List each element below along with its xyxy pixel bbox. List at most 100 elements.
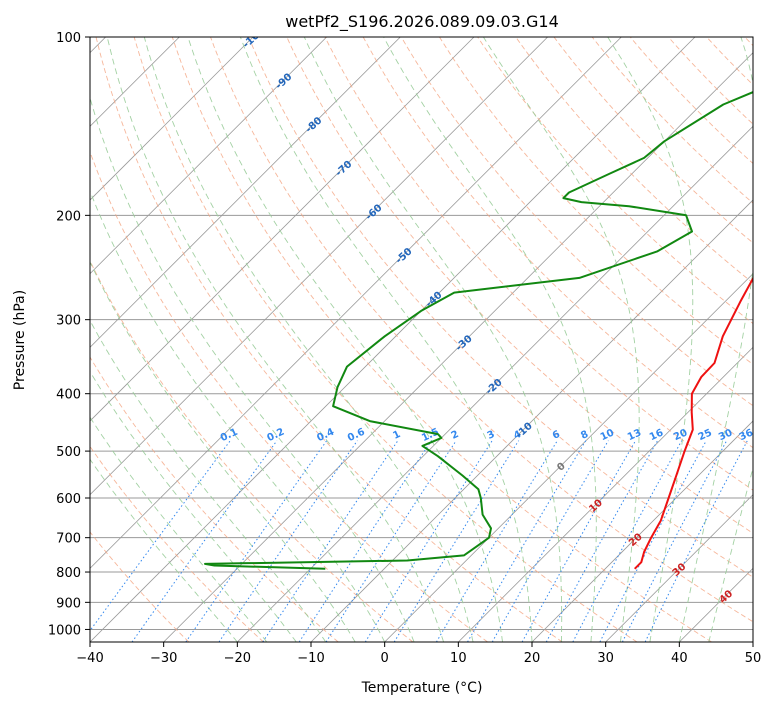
- y-tick-label: 700: [56, 532, 81, 547]
- x-tick-label: −40: [76, 651, 103, 666]
- moist-adiabat-line: [90, 416, 268, 642]
- axis-layer: −40 −30 −20 −10 0 10 20 30 40 5010020030040050060…: [48, 31, 761, 666]
- dry-adiabat-line: [706, 37, 753, 86]
- mixing-ratio-line: [131, 440, 278, 642]
- mixing-ratio-label: 0.6: [346, 427, 367, 444]
- isotherm-line: [679, 567, 753, 642]
- mixing-ratio-label: 36: [738, 427, 755, 443]
- moist-adiabat-line: [678, 37, 753, 642]
- isotherm-line: [90, 37, 696, 642]
- dry-adiabat-line: [439, 37, 753, 365]
- mixing-ratio-label: 6: [551, 429, 562, 442]
- temperature-profile-line: [633, 276, 753, 570]
- y-tick-label: 800: [56, 566, 81, 581]
- y-tick-label: 300: [56, 314, 81, 329]
- isotherm-line: [458, 346, 753, 642]
- data-layer: [204, 91, 753, 570]
- dry-adiabat-line: [553, 37, 753, 244]
- moist-adiabat-line: [90, 458, 238, 642]
- x-tick-label: −20: [224, 651, 251, 666]
- dry-adiabat-line: [477, 37, 753, 325]
- isotherm-line: [90, 37, 622, 569]
- moist-adiabat-line: [90, 190, 386, 642]
- mixing-ratio-line: [491, 440, 609, 642]
- x-tick-label: 40: [671, 651, 688, 666]
- dewpoint-profile-line: [204, 91, 753, 570]
- isotherm-line: [90, 37, 254, 201]
- mixing-ratio-line: [599, 440, 707, 642]
- isotherm-label: -50: [394, 246, 415, 266]
- mixing-ratio-label: 20: [672, 427, 689, 443]
- mixing-ratio-line: [467, 440, 587, 642]
- mixing-ratio-line: [325, 440, 457, 642]
- x-tick-label: −10: [297, 651, 324, 666]
- y-tick-label: 1000: [48, 623, 81, 638]
- x-tick-label: −30: [150, 651, 177, 666]
- moist-adiabat-line: [106, 37, 445, 642]
- mixing-ratio-label: 0.2: [266, 427, 287, 444]
- isotherm-line: [90, 37, 475, 422]
- y-tick-label: 100: [56, 31, 81, 46]
- y-tick-label: 400: [56, 388, 81, 403]
- x-tick-label: 30: [597, 651, 614, 666]
- plot-frame: [89, 36, 754, 643]
- dry-adiabat-line: [248, 37, 753, 578]
- dry-adiabat-line: [400, 37, 753, 407]
- moist-adiabat-line: [143, 37, 474, 642]
- mixing-ratio-label: 30: [717, 427, 734, 443]
- mixing-ratio-line: [364, 440, 493, 642]
- isotherm-label: -70: [334, 159, 355, 179]
- x-tick-label: 0: [381, 651, 389, 666]
- x-tick-label: 10: [450, 651, 467, 666]
- moist-adiabat-line: [187, 37, 503, 642]
- grid-layer: 0.1 0.2 0.4 0.6 1 1.5 2 3 4 6 8 10 13 16 20 25 30 36-100-…: [90, 26, 755, 642]
- isotherm-line: [90, 37, 401, 348]
- mixing-ratio-label: 8: [579, 429, 590, 442]
- dry-adiabat-line: [90, 356, 339, 642]
- mixing-ratio-label: 1: [391, 429, 402, 442]
- moist-adiabat-line: [90, 260, 356, 642]
- dry-adiabat-line: [90, 445, 264, 642]
- x-tick-label: 50: [745, 651, 762, 666]
- mixing-ratio-label: 16: [648, 427, 665, 443]
- mixing-ratio-label: 3: [486, 429, 497, 442]
- x-axis-label: Temperature (°C): [361, 680, 483, 696]
- dry-adiabat-line: [744, 37, 753, 47]
- isotherm-line: [90, 37, 327, 275]
- moist-adiabat-line: [708, 466, 753, 642]
- isotherm-label: -100: [241, 26, 267, 51]
- moist-adiabat-line: [90, 319, 327, 642]
- isotherm-label: 10: [587, 498, 605, 516]
- mixing-ratio-line: [393, 440, 520, 642]
- isotherm-line: [163, 52, 753, 642]
- dry-adiabat-line: [591, 37, 753, 204]
- mixing-ratio-label: 25: [697, 427, 714, 443]
- isotherm-label: -60: [364, 202, 385, 222]
- isotherm-line: [531, 420, 753, 642]
- isotherm-label: 20: [627, 532, 645, 550]
- x-tick-label: 20: [524, 651, 541, 666]
- moist-adiabat-line: [90, 370, 297, 642]
- y-tick-label: 600: [56, 492, 81, 507]
- mixing-ratio-label: 4: [512, 429, 523, 442]
- isotherm-line: [605, 494, 753, 642]
- isotherm-label: -90: [274, 72, 295, 92]
- mixing-ratio-line: [185, 440, 328, 642]
- mixing-ratio-line: [521, 440, 637, 642]
- isotherm-label: 0: [555, 461, 568, 474]
- isotherm-label: -30: [454, 333, 475, 353]
- y-axis-label: Pressure (hPa): [12, 290, 28, 390]
- isotherm-line: [384, 273, 753, 642]
- mixing-ratio-line: [435, 440, 558, 642]
- dry-adiabat-line: [90, 531, 190, 642]
- moist-adiabat-line: [607, 37, 694, 642]
- mixing-ratio-label: 10: [599, 427, 616, 443]
- isotherm-label: 30: [671, 561, 689, 579]
- isotherm-line: [237, 125, 753, 642]
- mixing-ratio-line: [262, 440, 399, 642]
- isotherm-label: -80: [304, 115, 325, 135]
- moist-adiabat-line: [90, 96, 415, 642]
- isotherm-line: [90, 37, 548, 496]
- dry-adiabat-line: [210, 37, 753, 623]
